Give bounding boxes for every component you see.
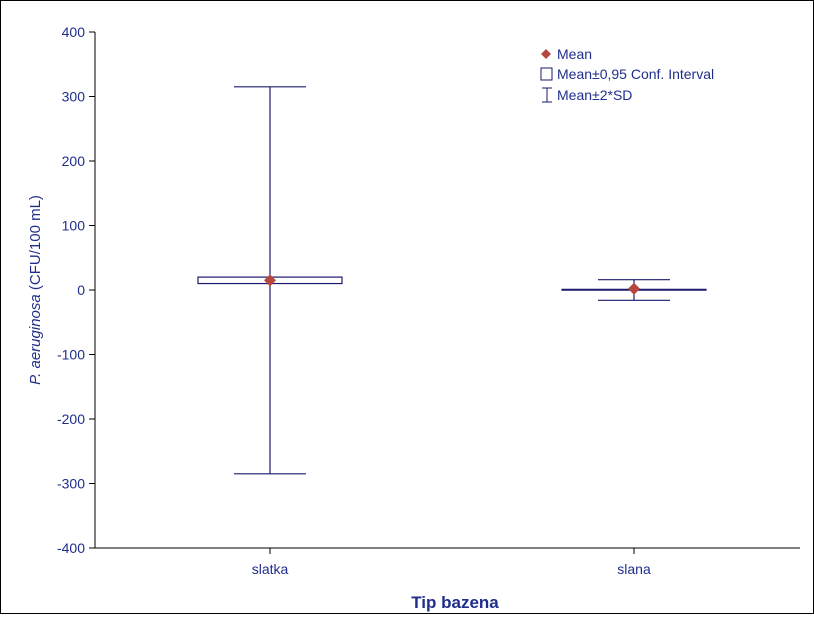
legend-ci-marker (540, 67, 553, 81)
y-axis-title-italic: P. aeruginosa (27, 294, 44, 385)
legend-item-sd: Mean±2*SD (542, 87, 632, 103)
y-tick-label: 400 (62, 24, 86, 40)
y-axis-ticks: -400 -300 -200 -100 0 100 200 300 400 (57, 24, 95, 556)
x-axis-ticks: slatka slana (252, 548, 651, 577)
y-tick-label: 200 (62, 153, 86, 169)
y-tick-label: 100 (62, 218, 86, 234)
legend-item-mean: Mean (541, 46, 592, 62)
legend-mean-label: Mean (557, 46, 592, 62)
mean-marker-slatka (264, 274, 276, 287)
legend-ci-label: Mean±0,95 Conf. Interval (557, 66, 714, 82)
legend: Mean Mean±0,95 Conf. Interval Mean±2*SD (540, 46, 714, 103)
legend-sd-label: Mean±2*SD (557, 87, 632, 103)
y-axis-title-units: (CFU/100 mL) (27, 195, 44, 294)
x-tick-label: slatka (252, 561, 289, 577)
y-tick-label: -100 (57, 347, 85, 363)
y-tick-label: 300 (62, 89, 86, 105)
x-axis-title: Tip bazena (411, 593, 499, 612)
x-tick-label: slana (617, 561, 651, 577)
y-tick-label: -400 (57, 540, 85, 556)
y-axis-title: P. aeruginosa (CFU/100 mL) (27, 195, 44, 385)
legend-mean-marker (541, 49, 551, 59)
y-tick-label: -300 (57, 476, 85, 492)
y-tick-label: -200 (57, 411, 85, 427)
mean-marker-slana (628, 282, 640, 295)
plot-marks (197, 86, 707, 475)
legend-sd-marker (542, 87, 552, 103)
legend-item-ci: Mean±0,95 Conf. Interval (540, 66, 714, 82)
y-tick-label: 0 (77, 282, 85, 298)
